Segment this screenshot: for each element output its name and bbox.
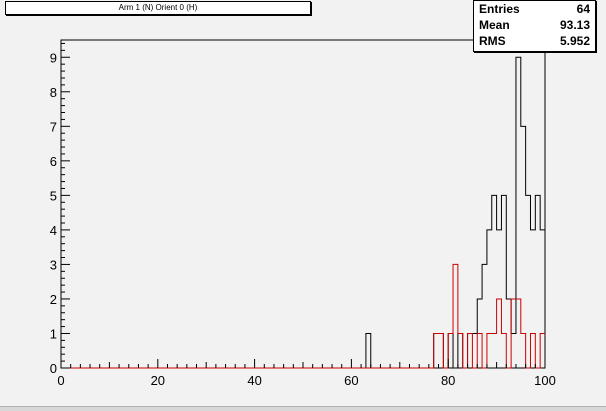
x-tick-label: 0 [57, 373, 64, 388]
stats-rms-row: RMS 5.952 [479, 33, 590, 49]
plot-frame [60, 39, 546, 369]
stats-entries-value: 64 [576, 2, 590, 16]
y-tick-label: 4 [50, 223, 57, 238]
stats-mean-row: Mean 93.13 [479, 17, 590, 33]
y-tick-label: 5 [50, 188, 57, 203]
status-strip [0, 406, 606, 411]
y-tick-label: 8 [50, 85, 57, 100]
stats-mean-value: 93.13 [559, 18, 590, 32]
histogram-title: Arm 1 (N) Orient 0 (H) [5, 1, 311, 15]
y-tick-label: 3 [50, 257, 57, 272]
y-tick-label: 9 [50, 50, 57, 65]
y-tick-label: 6 [50, 154, 57, 169]
x-tick-label: 20 [151, 373, 165, 388]
x-tick-label: 100 [534, 373, 556, 388]
stats-entries-label: Entries [479, 2, 520, 16]
y-tick-label: 0 [50, 361, 57, 376]
x-tick-label: 60 [344, 373, 358, 388]
x-tick-label: 80 [441, 373, 455, 388]
y-tick-label: 7 [50, 119, 57, 134]
axis-layer: 0 20 40 60 80 100 0 1 2 3 4 5 6 7 8 9 [50, 42, 556, 388]
stats-mean-label: Mean [479, 18, 510, 32]
series-layer [61, 56, 545, 369]
stats-entries-row: Entries 64 [479, 1, 590, 17]
x-tick-label: 40 [247, 373, 261, 388]
stats-rms-value: 5.952 [559, 34, 590, 48]
series-1-histogram [61, 263, 545, 369]
stats-rms-label: RMS [479, 34, 506, 48]
series-0-histogram [61, 56, 545, 369]
stats-box: Entries 64 Mean 93.13 RMS 5.952 [473, 0, 596, 52]
y-tick-label: 1 [50, 326, 57, 341]
y-tick-label: 2 [50, 292, 57, 307]
